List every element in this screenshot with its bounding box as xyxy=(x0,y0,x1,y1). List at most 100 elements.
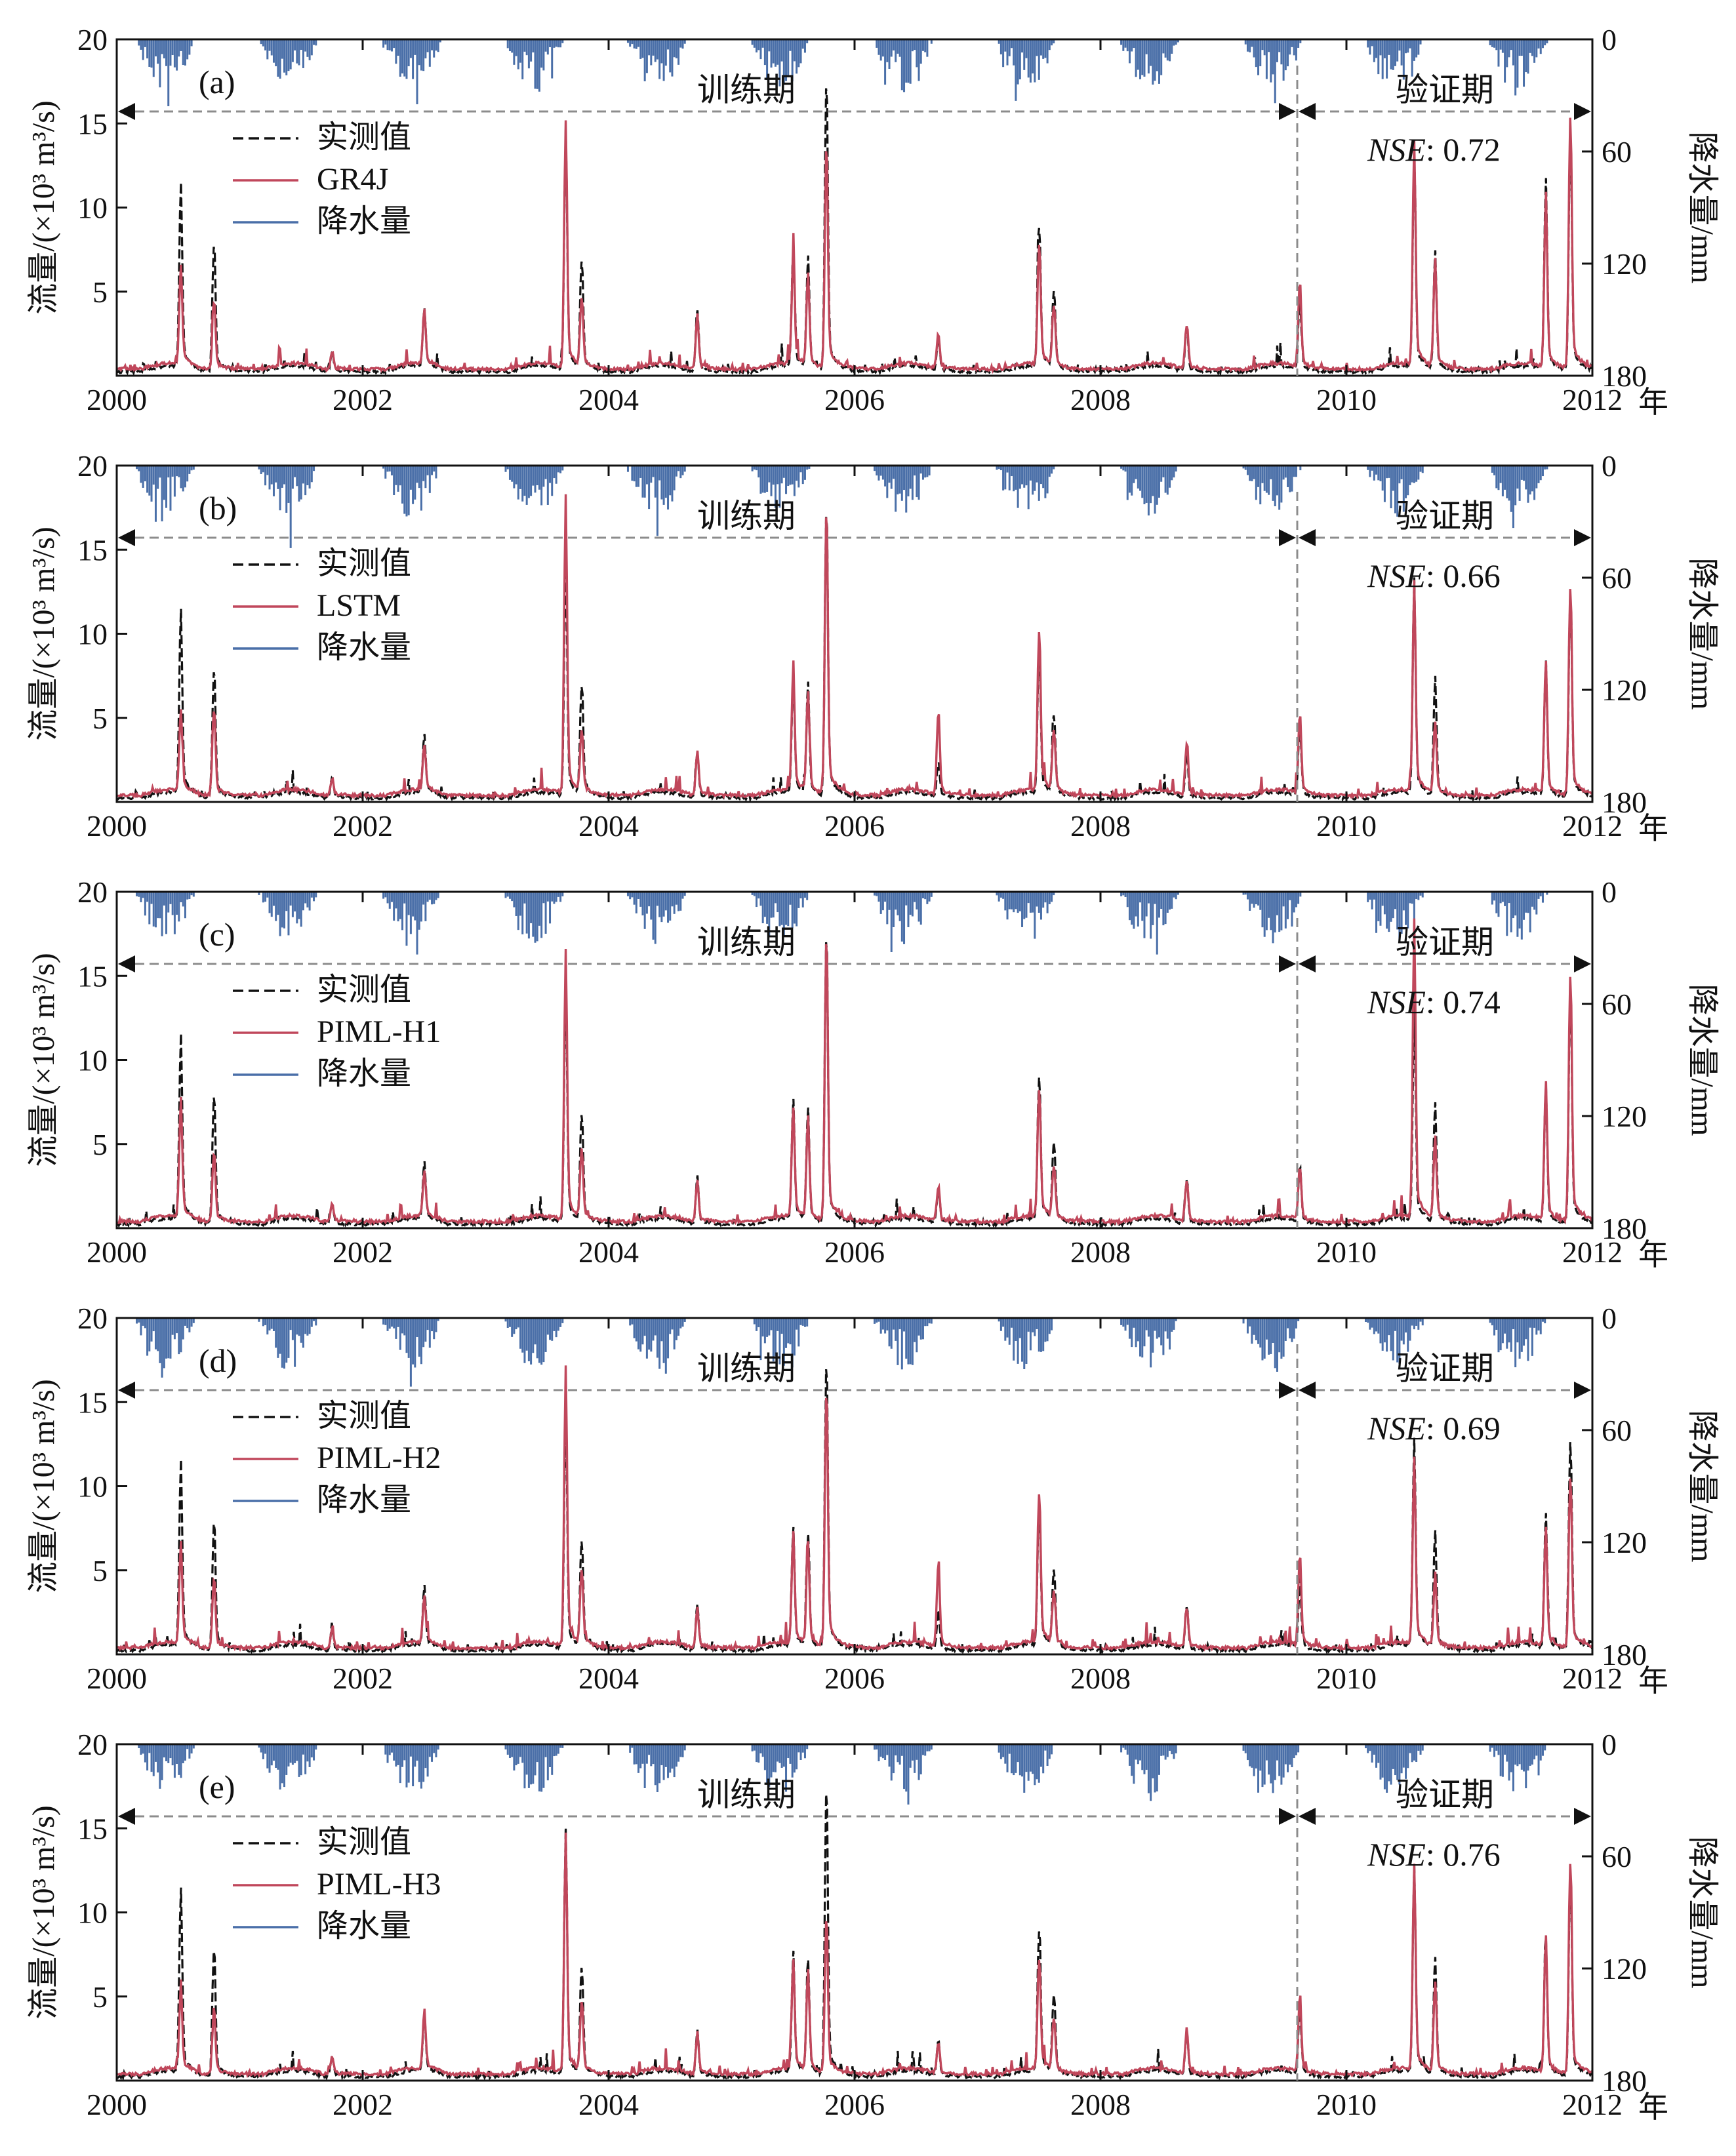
x-tick-label: 2004 xyxy=(578,2088,639,2121)
legend-entry: 降水量 xyxy=(317,1056,411,1091)
x-tick-label: 2012 xyxy=(1562,1662,1623,1695)
y2-tick-label: 0 xyxy=(1602,875,1617,909)
arrowhead-split-left xyxy=(1279,103,1296,120)
y-axis-title: 流量/(×10³ m³/s) xyxy=(26,1805,61,2020)
y2-axis-title: 降水量/mm xyxy=(1685,131,1720,283)
arrowhead-split-left xyxy=(1279,1382,1296,1399)
x-tick-label: 2010 xyxy=(1316,809,1377,843)
arrowhead-split-right xyxy=(1299,1382,1316,1399)
y2-tick-label: 180 xyxy=(1602,786,1647,819)
nse-annotation: NSE: 0.76 xyxy=(1367,1836,1501,1873)
legend-entry: 降水量 xyxy=(317,1483,411,1517)
y2-tick-label: 60 xyxy=(1602,1414,1632,1447)
precipitation-bars xyxy=(136,1318,1546,1387)
y-tick-label: 10 xyxy=(77,1470,108,1504)
legend-entry: 实测值 xyxy=(317,1399,411,1433)
x-tick-label: 2002 xyxy=(333,383,393,416)
x-tick-label: 2012 xyxy=(1562,809,1623,843)
validation-period-label: 验证期 xyxy=(1396,1776,1494,1813)
precipitation-bars xyxy=(138,39,1548,106)
legend-entry: PIML-H1 xyxy=(317,1014,441,1049)
x-tick-label: 2000 xyxy=(87,1235,147,1269)
nse-label: NSE xyxy=(1367,1410,1426,1447)
y-tick-label: 10 xyxy=(77,618,108,651)
nse-value: : 0.69 xyxy=(1426,1410,1501,1447)
y-tick-label: 5 xyxy=(92,275,108,309)
x-tick-label: 2010 xyxy=(1316,383,1377,416)
x-tick-label: 2004 xyxy=(578,383,639,416)
y-tick-label: 20 xyxy=(77,1302,108,1335)
x-unit-label: 年 xyxy=(1638,2090,1668,2124)
legend-entry: 实测值 xyxy=(317,120,411,155)
y-tick-label: 15 xyxy=(77,959,108,993)
x-tick-label: 2008 xyxy=(1070,2088,1131,2121)
y-tick-label: 5 xyxy=(92,702,108,735)
y-tick-label: 10 xyxy=(77,1044,108,1077)
y2-tick-label: 120 xyxy=(1602,673,1647,707)
training-period-label: 训练期 xyxy=(697,924,796,961)
panel-d: 训练期 验证期 (d) NSE: 0.69 实测值 PIML-H2 降水量 2000 2002 2… xyxy=(26,1302,1720,1698)
y-axis-title: 流量/(×10³ m³/s) xyxy=(26,100,61,315)
y2-tick-label: 120 xyxy=(1602,1100,1647,1133)
y2-tick-label: 120 xyxy=(1602,247,1647,281)
panel-label: (e) xyxy=(199,1768,235,1805)
training-period-label: 训练期 xyxy=(697,71,796,108)
nse-value: : 0.66 xyxy=(1426,557,1501,594)
x-tick-label: 2008 xyxy=(1070,809,1131,843)
x-unit-label: 年 xyxy=(1638,812,1668,845)
y-tick-label: 15 xyxy=(77,533,108,567)
y2-tick-label: 60 xyxy=(1602,1840,1632,1873)
x-tick-label: 2006 xyxy=(824,1662,885,1695)
arrowhead-split-left xyxy=(1279,955,1296,972)
arrowhead-left xyxy=(118,103,135,120)
x-tick-label: 2010 xyxy=(1316,1235,1377,1269)
panel-c: 训练期 验证期 (c) NSE: 0.74 实测值 PIML-H1 降水量 2000 2002 2… xyxy=(26,875,1720,1271)
y2-tick-label: 120 xyxy=(1602,1526,1647,1559)
y2-tick-label: 60 xyxy=(1602,135,1632,169)
nse-annotation: NSE: 0.74 xyxy=(1367,984,1501,1020)
x-tick-label: 2008 xyxy=(1070,1662,1131,1695)
arrowhead-right xyxy=(1574,955,1591,972)
training-period-label: 训练期 xyxy=(697,1350,796,1387)
x-tick-label: 2004 xyxy=(578,1235,639,1269)
x-tick-label: 2010 xyxy=(1316,2088,1377,2121)
arrowhead-left xyxy=(118,955,135,972)
training-period-label: 训练期 xyxy=(697,498,796,534)
y2-tick-label: 180 xyxy=(1602,2064,1647,2098)
arrowhead-right xyxy=(1574,1382,1591,1399)
legend-entry: 实测值 xyxy=(317,972,411,1007)
nse-value: : 0.74 xyxy=(1426,984,1501,1020)
x-tick-label: 2010 xyxy=(1316,1662,1377,1695)
y-tick-label: 10 xyxy=(77,191,108,225)
y2-tick-label: 60 xyxy=(1602,561,1632,595)
y2-axis-title: 降水量/mm xyxy=(1685,557,1720,709)
panel-label: (b) xyxy=(199,490,237,527)
x-unit-label: 年 xyxy=(1638,386,1668,419)
x-tick-label: 2006 xyxy=(824,809,885,843)
legend-entry: PIML-H3 xyxy=(317,1867,441,1902)
arrowhead-left xyxy=(118,529,135,546)
y2-tick-label: 0 xyxy=(1602,449,1617,483)
validation-period-label: 验证期 xyxy=(1396,924,1494,961)
panel-label: (a) xyxy=(199,64,235,100)
legend-entry: GR4J xyxy=(317,162,388,197)
y2-tick-label: 180 xyxy=(1602,1212,1647,1245)
y-axis-title: 流量/(×10³ m³/s) xyxy=(26,527,61,741)
y2-tick-label: 0 xyxy=(1602,1728,1617,1761)
y2-tick-label: 180 xyxy=(1602,359,1647,393)
y2-tick-label: 60 xyxy=(1602,988,1632,1021)
y-tick-label: 15 xyxy=(77,1386,108,1419)
x-tick-label: 2000 xyxy=(87,1662,147,1695)
legend-entry: PIML-H2 xyxy=(317,1441,441,1475)
y-tick-label: 20 xyxy=(77,875,108,909)
panel-b: 训练期 验证期 (b) NSE: 0.66 实测值 LSTM 降水量 2000 2002 2004… xyxy=(26,449,1720,845)
arrowhead-split-right xyxy=(1299,955,1316,972)
arrowhead-left xyxy=(118,1382,135,1399)
nse-label: NSE xyxy=(1367,984,1426,1020)
x-unit-label: 年 xyxy=(1638,1664,1668,1698)
legend-entry: 降水量 xyxy=(317,204,411,239)
y-tick-label: 15 xyxy=(77,1812,108,1845)
training-period-label: 训练期 xyxy=(697,1776,796,1813)
nse-label: NSE xyxy=(1367,131,1426,168)
